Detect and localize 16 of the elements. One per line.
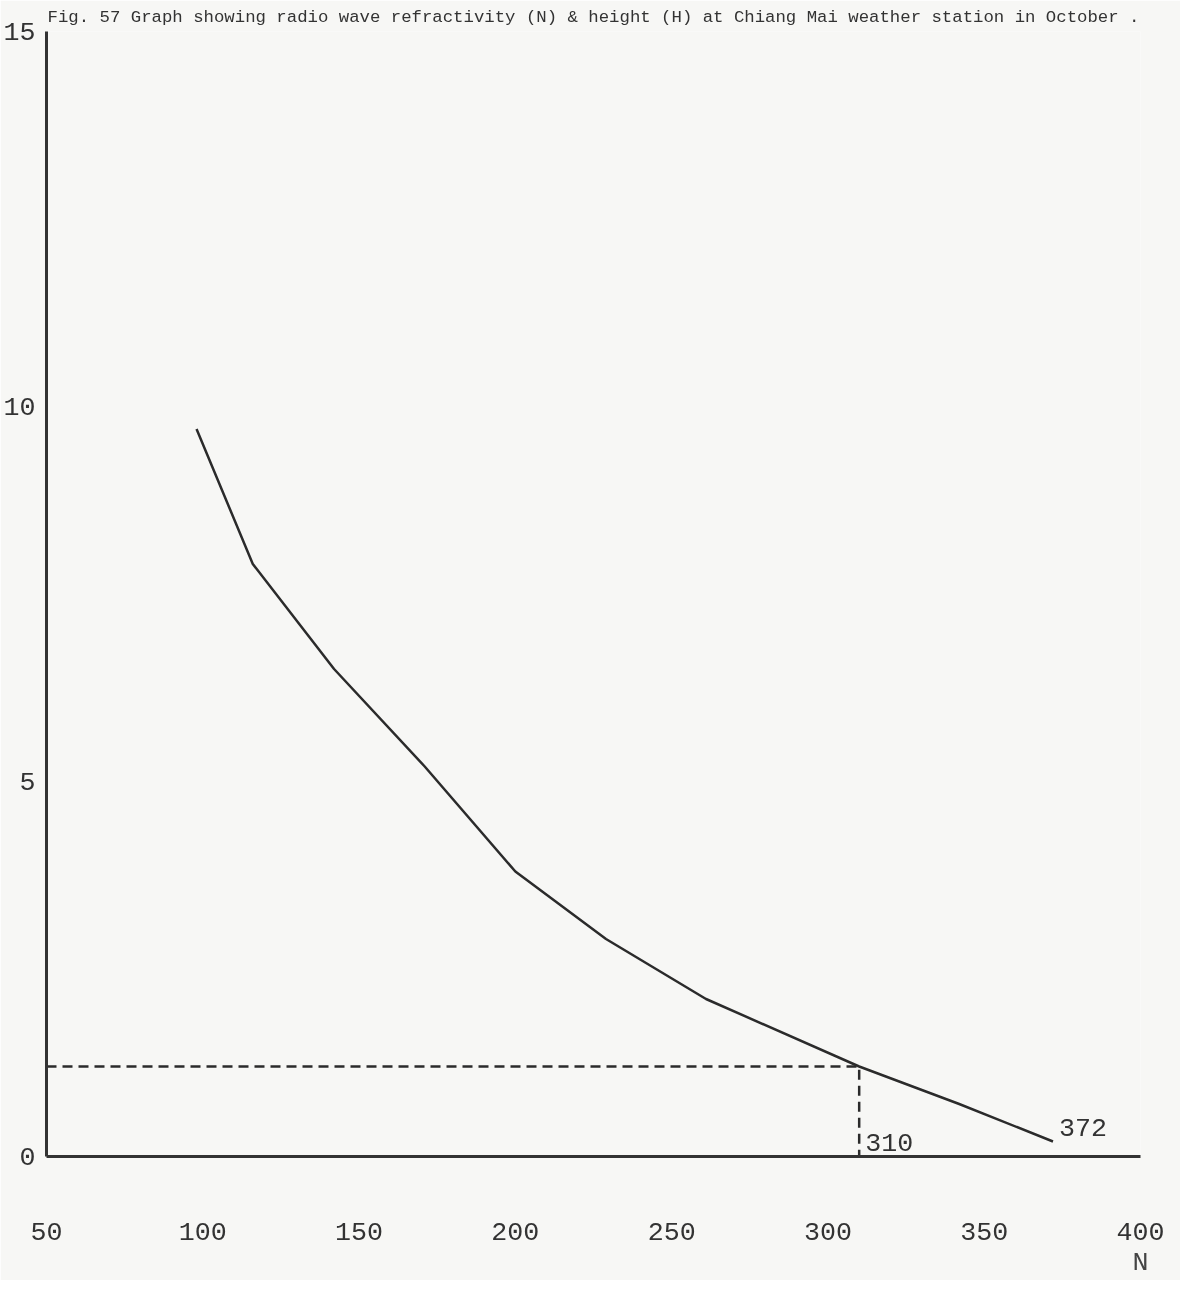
x-tick-label: 100 [178,1217,227,1248]
y-tick-label: 15 [3,18,36,48]
annotation: 372 [1058,1113,1107,1144]
x-axis-title: N [1132,1247,1149,1278]
x-tick-label: 350 [960,1217,1009,1248]
annotation: 310 [865,1128,914,1159]
chart-title: Fig. 57 Graph showing radio wave refractivity (N) & height (H) at Chiang Mai weather station in October . [47,7,1140,27]
x-tick-label: 50 [30,1217,63,1248]
x-tick-label: 150 [335,1217,384,1248]
x-tick-label: 400 [1116,1217,1165,1248]
x-tick-label: 200 [491,1217,540,1248]
x-tick-label: 250 [647,1217,696,1248]
x-tick-label: 300 [803,1217,852,1248]
y-tick-label: 0 [19,1143,36,1173]
y-tick-label: 10 [3,393,36,423]
y-tick-label: 5 [19,768,36,798]
